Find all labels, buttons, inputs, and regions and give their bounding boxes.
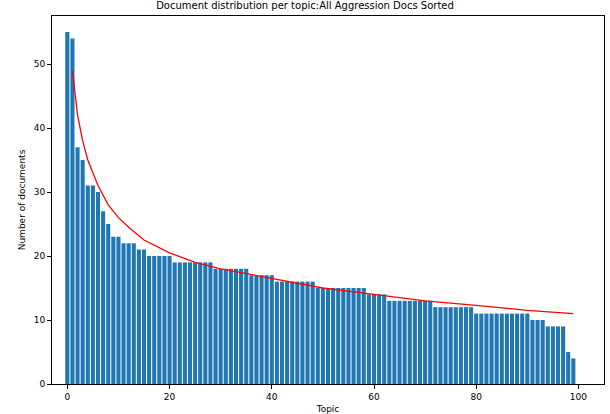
svg-text:40: 40 — [34, 123, 46, 133]
svg-text:80: 80 — [470, 392, 482, 402]
svg-text:0: 0 — [39, 379, 45, 389]
svg-text:30: 30 — [34, 187, 46, 197]
svg-text:0: 0 — [64, 392, 70, 402]
svg-text:100: 100 — [570, 392, 587, 402]
svg-text:40: 40 — [266, 392, 278, 402]
svg-text:20: 20 — [164, 392, 176, 402]
svg-text:10: 10 — [34, 315, 46, 325]
svg-text:Document distribution per topi: Document distribution per topic:All Aggr… — [156, 0, 454, 11]
svg-text:Number of documents: Number of documents — [17, 149, 27, 250]
svg-text:60: 60 — [368, 392, 380, 402]
svg-text:Topic: Topic — [316, 404, 340, 414]
svg-text:20: 20 — [34, 251, 46, 261]
svg-text:50: 50 — [34, 59, 46, 69]
